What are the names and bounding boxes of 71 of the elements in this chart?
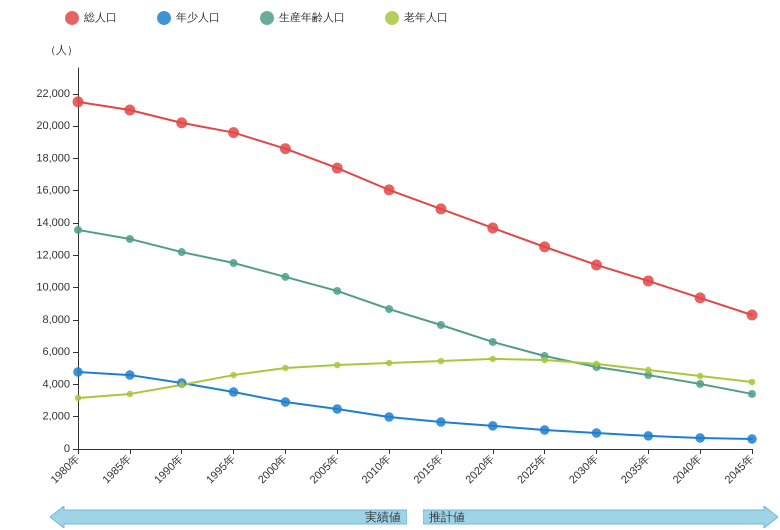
y-tick-label: 20,000: [36, 120, 70, 132]
y-tick-label: 12,000: [36, 249, 70, 262]
point: [228, 387, 238, 397]
point: [74, 226, 82, 234]
point: [747, 434, 757, 444]
point: [696, 372, 704, 380]
point: [334, 362, 340, 368]
point: [694, 292, 706, 304]
point: [488, 421, 498, 431]
y-tick-label: 14,000: [36, 216, 70, 229]
y-tick-label: 6,000: [42, 346, 70, 358]
point: [72, 96, 84, 108]
point: [386, 360, 392, 366]
point: [645, 366, 652, 374]
point: [435, 203, 446, 214]
point: [438, 358, 444, 364]
point: [126, 390, 134, 398]
point: [642, 275, 654, 286]
point: [384, 412, 394, 422]
text: 推計値: [429, 509, 465, 526]
point: [124, 104, 136, 116]
point: [592, 428, 602, 438]
point: [280, 143, 291, 154]
y-tick-label: 2,000: [42, 410, 70, 423]
legend-label: 生産年齢人口: [279, 11, 345, 24]
point: [488, 338, 497, 346]
point: [540, 425, 550, 435]
point: [695, 433, 705, 443]
y-tick-label: 10,000: [36, 282, 70, 294]
point: [333, 286, 342, 295]
point: [280, 397, 290, 407]
legend-label: 老年人口: [404, 11, 448, 24]
point: [384, 184, 395, 196]
point: [590, 259, 602, 270]
point: [178, 248, 186, 256]
text: 実績値: [365, 509, 401, 526]
point: [487, 222, 498, 234]
point: [332, 404, 342, 414]
y-tick-label: 0: [64, 443, 70, 455]
point: [281, 272, 290, 281]
point: [541, 356, 548, 364]
point: [748, 378, 756, 386]
y-tick-label: 16,000: [36, 184, 70, 197]
point: [178, 382, 185, 388]
point: [644, 431, 654, 441]
point: [593, 360, 600, 368]
point: [436, 321, 445, 330]
point: [332, 162, 343, 174]
y-tick-label: 4,000: [42, 378, 70, 390]
point: [73, 367, 83, 377]
point: [436, 417, 446, 427]
y-axis-title: （人）: [45, 44, 78, 56]
point: [126, 234, 134, 243]
point: [230, 372, 237, 378]
legend-label: 年少人口: [176, 11, 220, 24]
point: [230, 259, 238, 268]
point: [746, 310, 758, 320]
point: [176, 117, 188, 128]
point: [696, 380, 704, 388]
point: [74, 394, 82, 402]
y-tick-label: 18,000: [36, 152, 70, 164]
legend-label: 総人口: [83, 12, 117, 24]
y-tick-label: 8,000: [42, 314, 70, 326]
point: [748, 390, 756, 398]
y-tick-label: 22,000: [36, 88, 70, 100]
point: [125, 370, 135, 380]
point: [490, 356, 496, 362]
point: [228, 127, 240, 138]
point: [282, 364, 289, 372]
point: [385, 305, 394, 314]
point: [539, 241, 550, 252]
